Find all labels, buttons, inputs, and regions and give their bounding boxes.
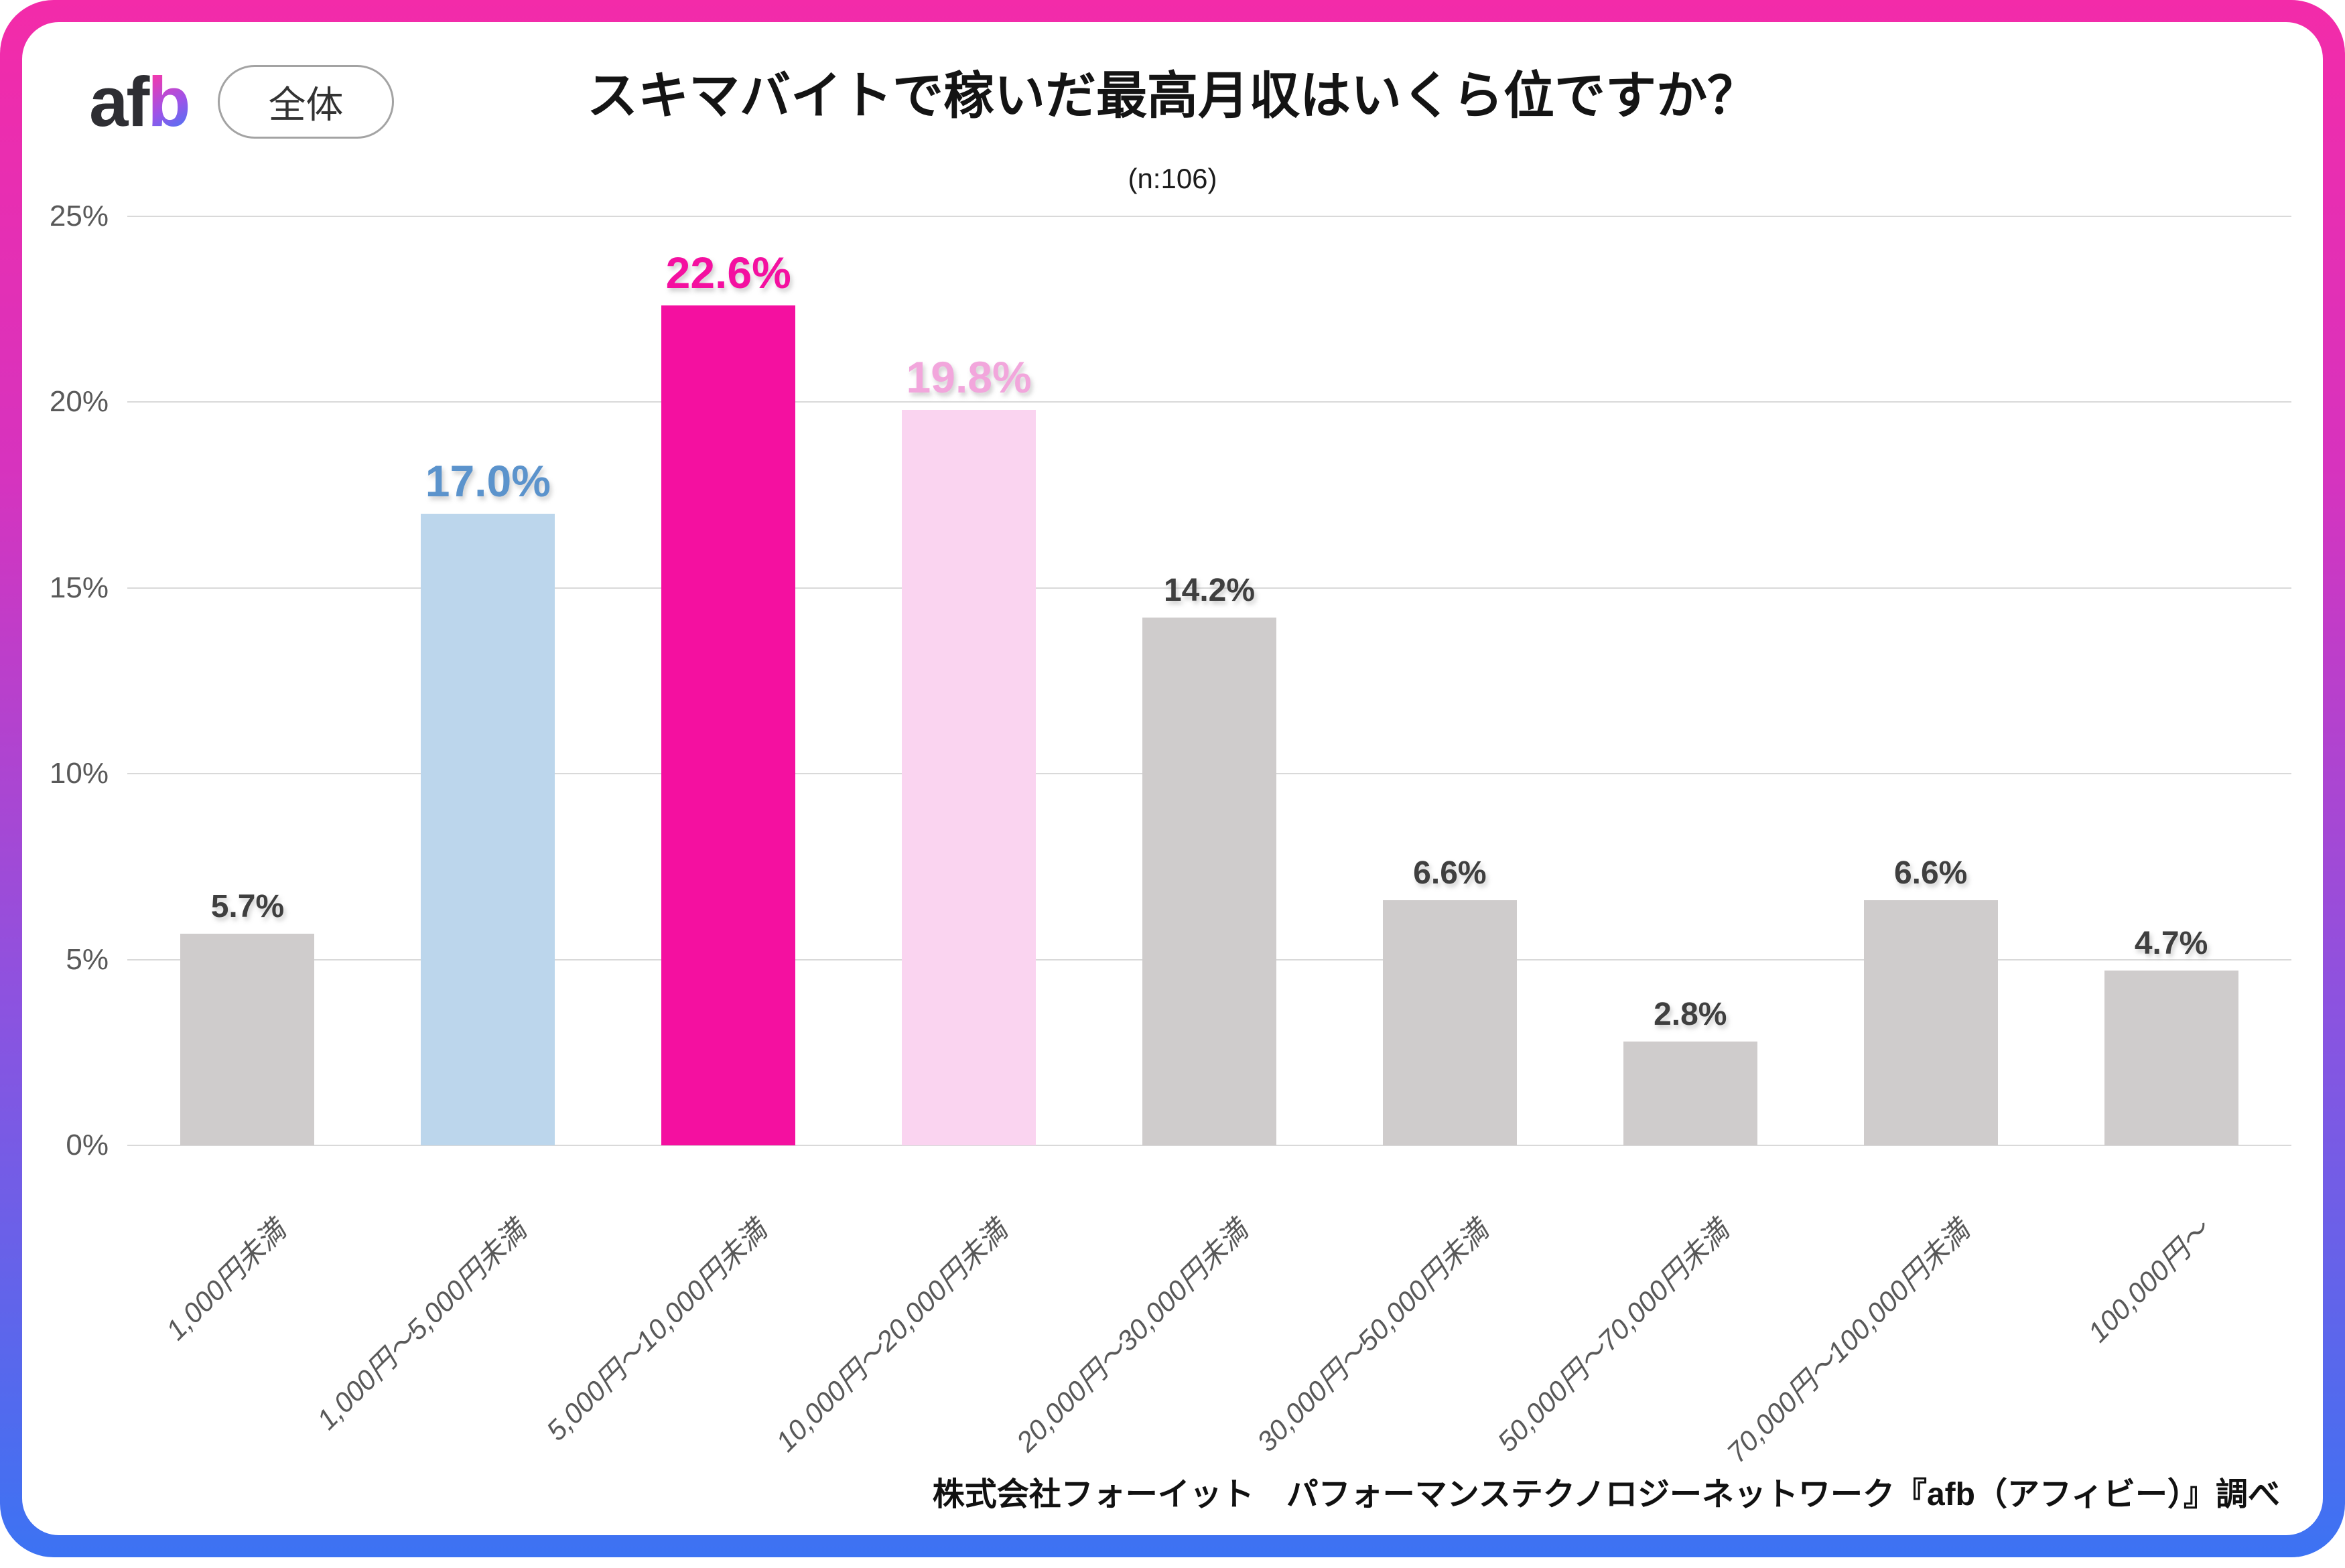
logo-text-af: af <box>89 63 149 141</box>
bar: 19.8% <box>902 355 1036 1145</box>
bar-value-label: 4.7% <box>2134 926 2208 962</box>
logo-text-b: b <box>147 63 190 141</box>
bar: 5.7% <box>180 890 315 1145</box>
y-axis-label: 10% <box>49 757 109 790</box>
bar: 6.6% <box>1863 857 1998 1145</box>
bar-value-label: 6.6% <box>1413 855 1487 891</box>
page-title: スキマバイトで稼いだ最高月収はいくら位ですか？ <box>587 68 1758 125</box>
bar-value-label: 14.2% <box>1163 573 1256 609</box>
attribution: 株式会社フォーイット パフォーマンステクノロジーネットワーク『afb（アフィビー… <box>932 1477 2280 1512</box>
scope-pill: 全体 <box>218 65 394 139</box>
bar-value-label: 5.7% <box>210 888 285 924</box>
y-axis-label: 15% <box>49 571 109 604</box>
y-axis-label: 25% <box>49 200 109 232</box>
afb-logo: afb <box>89 57 191 149</box>
bar: 2.8% <box>1623 998 1757 1145</box>
bar-value-label: 6.6% <box>1893 855 1968 891</box>
sample-size: (n:106) <box>1128 163 1217 194</box>
plot-area: 25% 20% 15% 10% 5% 0% 5.7% 1,000円未満 17.0% 1,000円～… <box>50 200 2291 1469</box>
bar: 14.2% <box>1142 575 1276 1145</box>
gridline <box>127 216 2291 217</box>
y-axis-label: 20% <box>49 385 109 419</box>
bar-value-label: 22.6% <box>665 248 791 298</box>
y-axis-label: 0% <box>66 1129 109 1161</box>
bar: 22.6% <box>661 251 796 1145</box>
scope-pill-label: 全体 <box>268 83 344 126</box>
gridline <box>127 587 2291 589</box>
gridline <box>127 401 2291 403</box>
bar: 4.7% <box>2104 928 2238 1145</box>
chart-card: afb 全体 スキマバイトで稼いだ最高月収はいくら位ですか？ (n:106) 2… <box>22 22 2323 1535</box>
bar: 17.0% <box>421 459 555 1145</box>
bar-value-label: 2.8% <box>1654 996 1727 1032</box>
y-axis-label: 5% <box>66 942 109 976</box>
gridline <box>127 1145 2291 1146</box>
bar: 6.6% <box>1382 857 1517 1145</box>
bar-value-label: 19.8% <box>906 352 1032 402</box>
bar-value-label: 17.0% <box>425 455 551 506</box>
